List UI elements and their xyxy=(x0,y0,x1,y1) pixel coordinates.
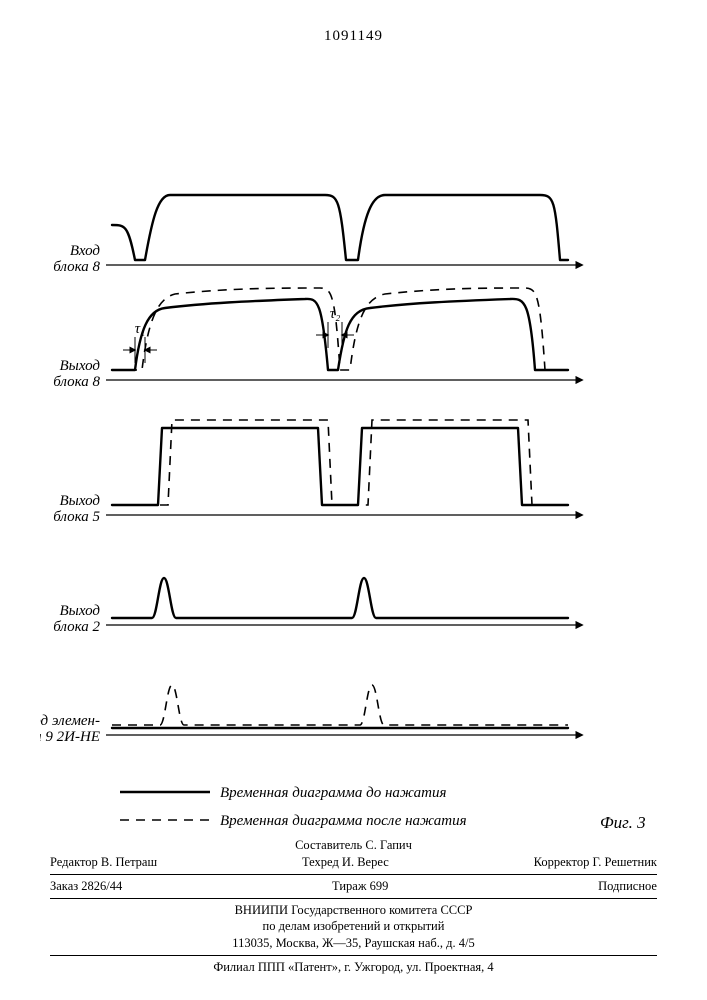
diagram-svg: Входблока 8Выходблока 8τ₁τ₂Выходблока 5В… xyxy=(40,70,670,850)
org-line-1: ВНИИПИ Государственного комитета СССР xyxy=(50,902,657,919)
order-number: Заказ 2826/44 xyxy=(50,878,122,895)
document-number: 1091149 xyxy=(0,28,707,45)
branch-line: Филиал ППП «Патент», г. Ужгород, ул. Про… xyxy=(50,959,657,976)
sign: Подписное xyxy=(598,878,657,895)
svg-text:блока 2: блока 2 xyxy=(53,619,100,635)
svg-text:Временная диаграмма до нажатия: Временная диаграмма до нажатия xyxy=(220,785,446,801)
editor: Редактор В. Петраш xyxy=(50,854,157,871)
imprint-footer: Составитель С. Гапич Редактор В. Петраш … xyxy=(50,837,657,976)
svg-text:блока 5: блока 5 xyxy=(53,509,100,525)
svg-text:τ₁: τ₁ xyxy=(135,321,146,337)
svg-text:блока 8: блока 8 xyxy=(53,259,100,275)
svg-text:Временная диаграмма после нажа: Временная диаграмма после нажатия xyxy=(220,813,467,829)
svg-text:Фиг. 3: Фиг. 3 xyxy=(600,813,646,832)
org-line-2: по делам изобретений и открытий xyxy=(50,918,657,935)
timing-diagram: Входблока 8Выходблока 8τ₁τ₂Выходблока 5В… xyxy=(40,70,670,850)
svg-text:Вход: Вход xyxy=(70,243,101,259)
corrector: Корректор Г. Решетник xyxy=(534,854,657,871)
divider xyxy=(50,955,657,956)
compiler-line: Составитель С. Гапич xyxy=(50,837,657,854)
svg-text:та 9 2И-НЕ: та 9 2И-НЕ xyxy=(40,729,100,745)
page: 1091149 Входблока 8Выходблока 8τ₁τ₂Выход… xyxy=(0,0,707,1000)
svg-text:Выход: Выход xyxy=(60,358,101,374)
svg-text:Выход элемен-: Выход элемен- xyxy=(40,713,100,729)
tirage: Тираж 699 xyxy=(332,878,388,895)
tech-editor: Техред И. Верес xyxy=(302,854,389,871)
svg-text:τ₂: τ₂ xyxy=(330,306,341,322)
svg-text:Выход: Выход xyxy=(60,493,101,509)
address-line: 113035, Москва, Ж—35, Раушская наб., д. … xyxy=(50,935,657,952)
order-row: Заказ 2826/44 Тираж 699 Подписное xyxy=(50,878,657,895)
svg-text:Выход: Выход xyxy=(60,603,101,619)
svg-text:блока 8: блока 8 xyxy=(53,374,100,390)
credits-row: Редактор В. Петраш Техред И. Верес Корре… xyxy=(50,854,657,871)
divider xyxy=(50,898,657,899)
divider xyxy=(50,874,657,875)
